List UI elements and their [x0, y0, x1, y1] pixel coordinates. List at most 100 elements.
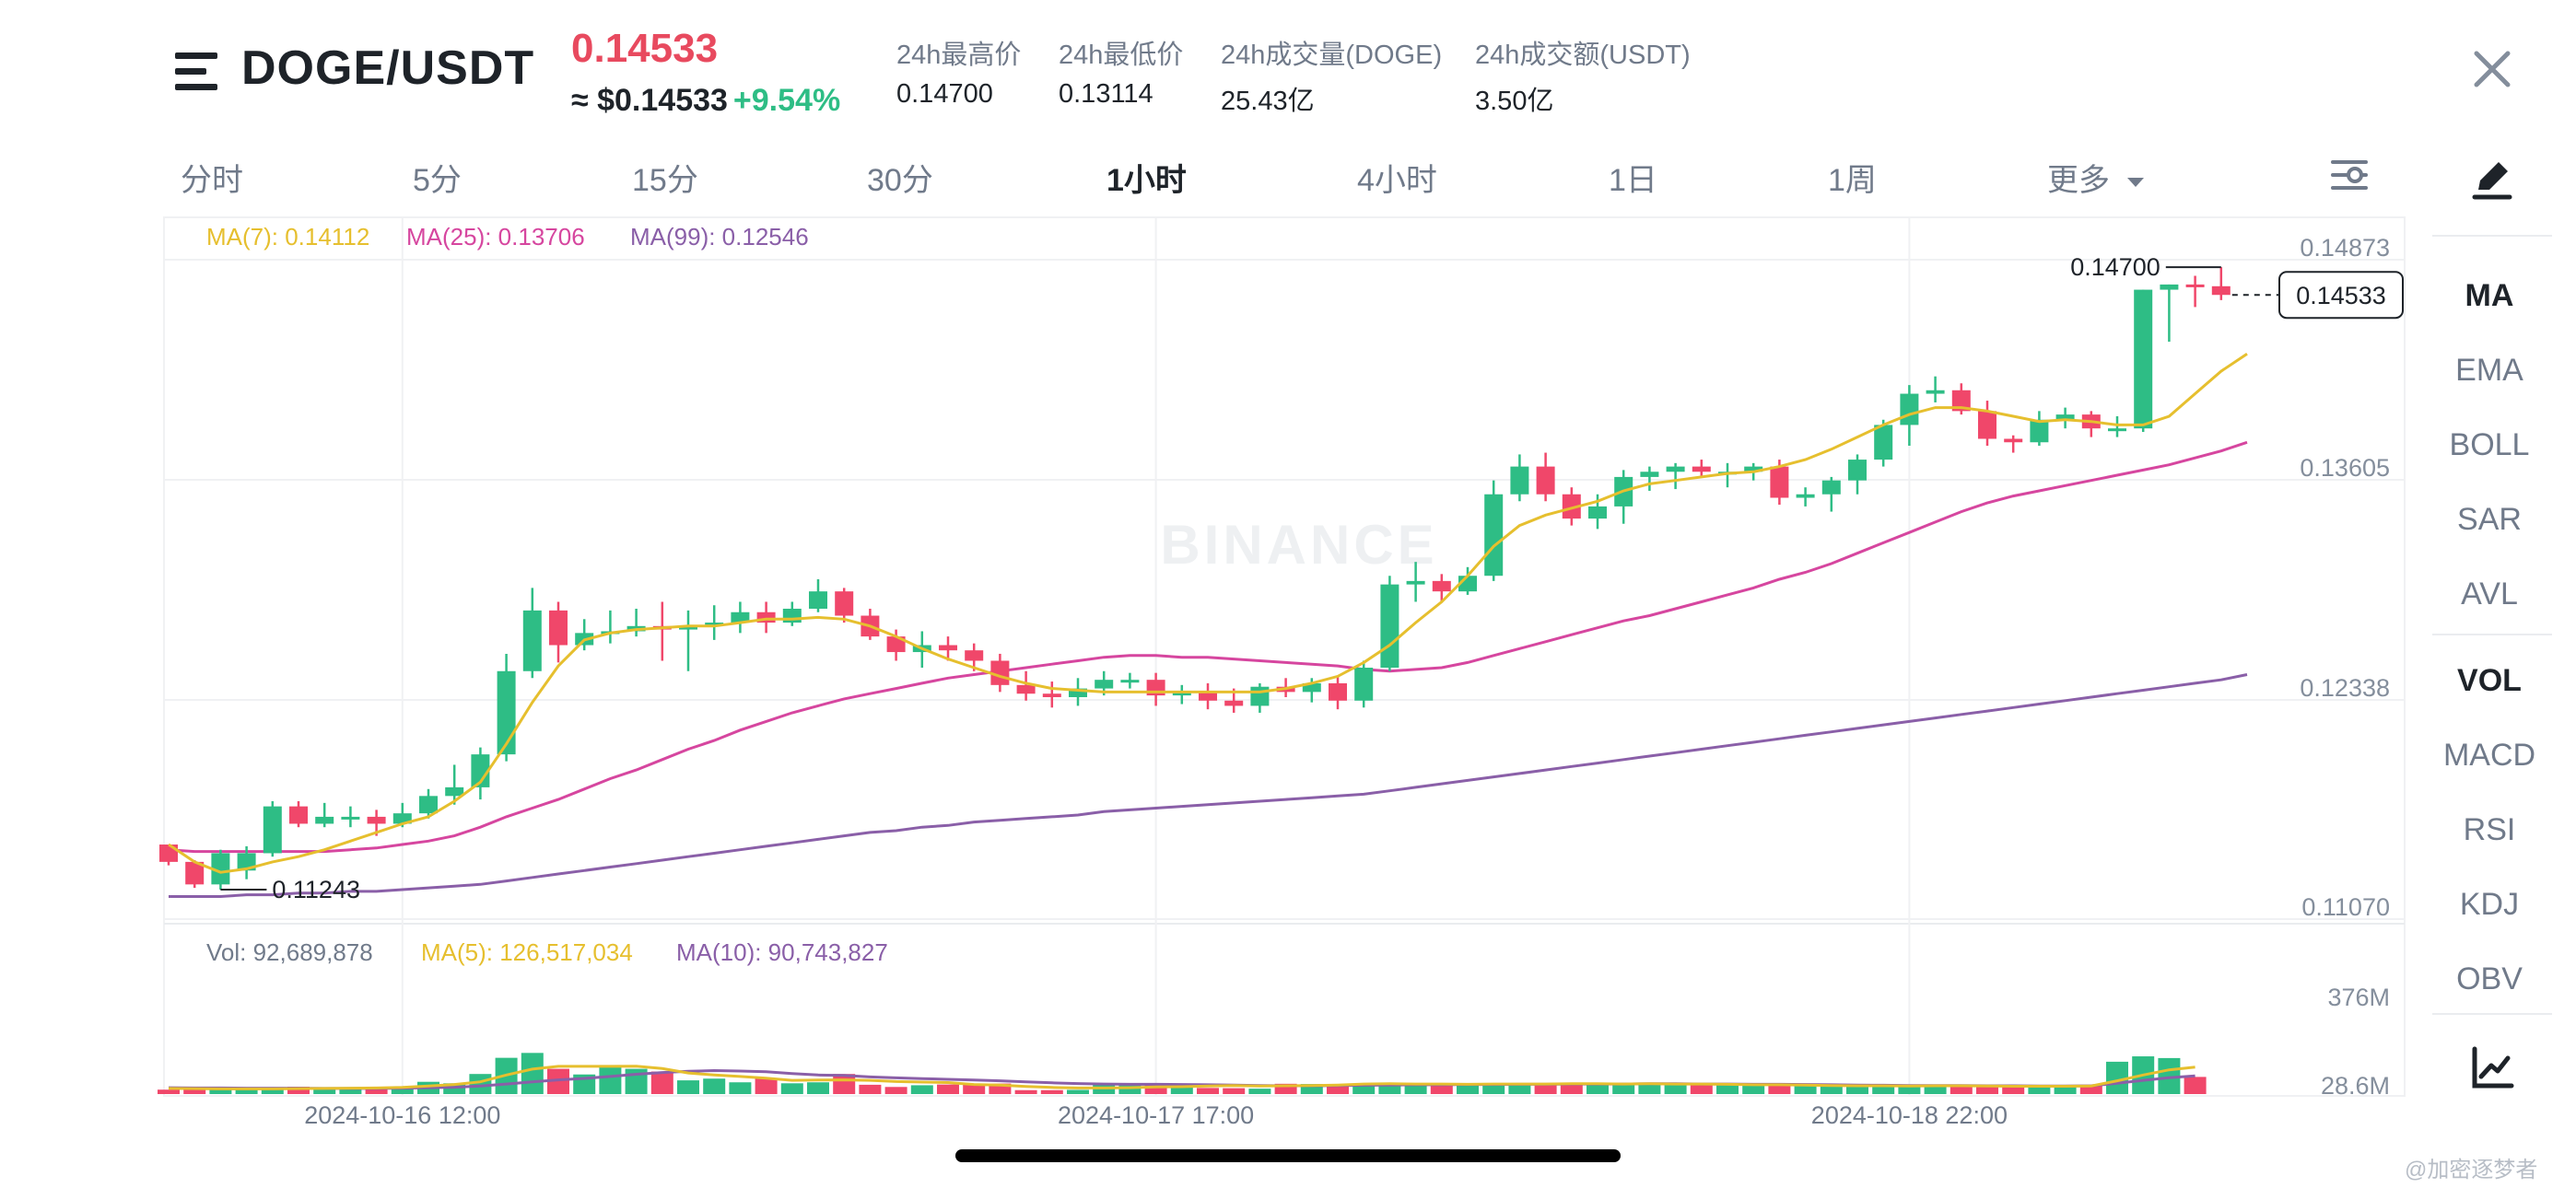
- candle: [1951, 390, 1971, 412]
- candle: [1744, 466, 1763, 472]
- chart-type-icon[interactable]: [2469, 1045, 2515, 1091]
- volume-bar: [2054, 1086, 2077, 1094]
- candle: [1484, 494, 1504, 577]
- candle: [1926, 390, 1945, 394]
- stat-low-label: 24h最低价: [1059, 41, 1184, 70]
- tab-more-label: 更多: [2047, 163, 2110, 198]
- candle: [2185, 284, 2205, 287]
- close-icon[interactable]: [2469, 46, 2515, 92]
- price-axis-label: 0.12338: [2300, 674, 2390, 702]
- candlestick-chart[interactable]: BINANCE 0.14873 0.13605 0.12338 0.11070 0.147…: [0, 0, 2432, 1142]
- indicator-sar[interactable]: SAR: [2457, 502, 2522, 537]
- indicator-ema[interactable]: EMA: [2455, 353, 2523, 388]
- volume-bar: [755, 1077, 778, 1094]
- volume-bar: [1794, 1085, 1817, 1094]
- candle: [1172, 692, 1191, 696]
- candle: [756, 611, 776, 623]
- indicator-kdj[interactable]: KDJ: [2459, 887, 2520, 922]
- indicator-ma[interactable]: MA: [2465, 278, 2514, 313]
- volume-bar: [391, 1088, 414, 1094]
- indicator-macd[interactable]: MACD: [2442, 738, 2536, 773]
- candle: [392, 813, 412, 824]
- candle: [679, 625, 697, 630]
- indicator-rsi[interactable]: RSI: [2463, 812, 2516, 847]
- indicator-boll[interactable]: BOLL: [2449, 427, 2530, 462]
- volume-bar: [1040, 1089, 1063, 1094]
- volume-bar: [1274, 1083, 1297, 1094]
- indicator-avl[interactable]: AVL: [2461, 577, 2518, 611]
- candle: [1848, 460, 1867, 481]
- tab-1h[interactable]: 1小时: [1107, 163, 1187, 198]
- candle: [1510, 466, 1529, 495]
- volume-bar: [703, 1078, 726, 1094]
- candle: [341, 816, 360, 820]
- candle: [159, 844, 178, 862]
- candle: [1250, 686, 1270, 706]
- volume-bar: [287, 1087, 310, 1094]
- candle: [1666, 466, 1685, 472]
- volume-bar: [599, 1066, 622, 1094]
- candle: [965, 650, 984, 661]
- volume-bar: [1223, 1088, 1246, 1094]
- tab-15m[interactable]: 15分: [632, 163, 698, 198]
- price-axis-label: 0.13605: [2300, 454, 2390, 482]
- volume-bar: [1612, 1084, 1635, 1094]
- volume-bar: [807, 1082, 829, 1094]
- volume-bar: [1457, 1084, 1479, 1094]
- price-axis-label: 0.14873: [2300, 234, 2390, 262]
- volume-bar: [1508, 1084, 1531, 1094]
- volume-bar: [443, 1083, 466, 1094]
- draw-tool-icon[interactable]: [2469, 157, 2515, 203]
- binance-watermark: BINANCE: [1160, 514, 1437, 576]
- volume-bar: [1716, 1084, 1739, 1094]
- stat-high-label: 24h最高价: [896, 41, 1022, 70]
- volume-bar: [1587, 1084, 1609, 1094]
- tab-more[interactable]: 更多: [2047, 155, 2146, 200]
- volume-bar: [1404, 1084, 1427, 1094]
- candle: [445, 786, 464, 797]
- volume-bar: [158, 1089, 180, 1094]
- volume-bar: [1197, 1088, 1219, 1094]
- tab-5m[interactable]: 5分: [413, 163, 462, 198]
- indicator-vol[interactable]: VOL: [2457, 663, 2522, 698]
- candle: [2134, 289, 2153, 429]
- volume-bar: [1534, 1083, 1557, 1094]
- candle: [1224, 700, 1244, 706]
- tab-30m[interactable]: 30分: [867, 163, 933, 198]
- time-axis-label: 2024-10-16 12:00: [304, 1101, 500, 1129]
- tab-1d[interactable]: 1日: [1609, 163, 1657, 198]
- tab-timeline[interactable]: 分时: [181, 163, 243, 198]
- volume-bar: [1638, 1083, 1661, 1094]
- volume-bar: [650, 1071, 673, 1094]
- candle: [1640, 472, 1659, 477]
- volume-bar: [1248, 1089, 1271, 1094]
- candle: [1821, 480, 1841, 495]
- tab-1w[interactable]: 1周: [1828, 163, 1877, 198]
- volume-bar: [2028, 1086, 2051, 1094]
- ma7-legend: MA(7): 0.14112: [206, 223, 369, 250]
- volume-bar: [1352, 1084, 1376, 1094]
- volume-bar: [910, 1085, 933, 1094]
- volume-bar: [313, 1087, 336, 1094]
- volume-bar: [780, 1083, 803, 1094]
- volume-bar: [1378, 1084, 1401, 1094]
- pair-title[interactable]: DOGE/USDT: [241, 41, 535, 95]
- candle: [1042, 693, 1061, 698]
- stat-turnover-value: 3.50亿: [1475, 87, 1554, 116]
- candle: [809, 591, 827, 609]
- candle: [939, 645, 957, 651]
- vol-ma5-legend: MA(5): 126,517,034: [421, 938, 633, 966]
- chart-settings-icon[interactable]: [2329, 157, 2370, 193]
- candle: [2211, 285, 2231, 296]
- stat-low-value: 0.13114: [1059, 79, 1153, 109]
- volume-bar: [183, 1088, 206, 1094]
- vol-ma5-line: [168, 1065, 2195, 1090]
- vol-axis-label: 28.6M: [2321, 1072, 2390, 1100]
- home-indicator[interactable]: [955, 1149, 1621, 1162]
- current-price-tag: [2278, 271, 2404, 320]
- indicator-obv[interactable]: OBV: [2456, 961, 2523, 996]
- candle: [2160, 284, 2179, 290]
- tab-4h[interactable]: 4小时: [1357, 163, 1437, 198]
- volume-bar: [1144, 1084, 1167, 1094]
- menu-icon[interactable]: [175, 51, 217, 93]
